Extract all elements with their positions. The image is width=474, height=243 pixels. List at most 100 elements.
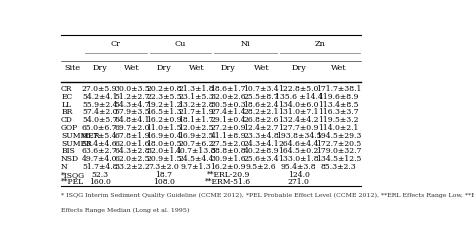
Text: 19.2±1.2: 19.2±1.2 xyxy=(146,101,182,109)
Text: 95.4±3.8: 95.4±3.8 xyxy=(281,163,317,171)
Text: 23.3±4.8: 23.3±4.8 xyxy=(244,132,279,140)
Text: 135.6 ±14.4: 135.6 ±14.4 xyxy=(275,93,323,101)
Text: 33.2±2.2: 33.2±2.2 xyxy=(114,163,150,171)
Text: 7.3±2.0: 7.3±2.0 xyxy=(148,163,179,171)
Text: 51.7±4.8: 51.7±4.8 xyxy=(82,163,118,171)
Text: 24.3±4.1: 24.3±4.1 xyxy=(244,139,279,148)
Text: LL: LL xyxy=(61,101,71,109)
Text: 16.2±0.9: 16.2±0.9 xyxy=(210,163,246,171)
Text: 62.0±2.5: 62.0±2.5 xyxy=(114,155,150,163)
Text: 12.4±2.7: 12.4±2.7 xyxy=(244,124,279,132)
Text: 193.8±34.5: 193.8±34.5 xyxy=(276,132,321,140)
Text: 133.0±1.8: 133.0±1.8 xyxy=(278,155,319,163)
Text: 64.3±2.8: 64.3±2.8 xyxy=(114,147,150,155)
Text: 30.9±1.6: 30.9±1.6 xyxy=(210,155,246,163)
Text: 54.3±4.7: 54.3±4.7 xyxy=(114,101,150,109)
Text: 30.0±3.5: 30.0±3.5 xyxy=(114,85,150,93)
Text: 27.4±1.4: 27.4±1.4 xyxy=(210,108,246,116)
Text: BR: BR xyxy=(61,108,73,116)
Text: N: N xyxy=(61,163,68,171)
Text: SUMMER: SUMMER xyxy=(61,132,100,140)
Text: 10.7±3.4: 10.7±3.4 xyxy=(244,85,279,93)
Text: 18.7: 18.7 xyxy=(155,171,173,179)
Text: *ISQG: *ISQG xyxy=(61,171,85,179)
Text: 27.2±0.9: 27.2±0.9 xyxy=(210,124,246,132)
Text: 55.9±2.4: 55.9±2.4 xyxy=(82,101,118,109)
Text: 38.8±0.8: 38.8±0.8 xyxy=(210,147,246,155)
Text: 63.6±2.7: 63.6±2.7 xyxy=(82,147,118,155)
Text: 21.7±1.9: 21.7±1.9 xyxy=(179,108,214,116)
Text: 53.4±4.6: 53.4±4.6 xyxy=(82,139,118,148)
Text: 54.2±4.1: 54.2±4.1 xyxy=(82,93,118,101)
Text: NSD: NSD xyxy=(61,155,79,163)
Text: 69.7±2.0: 69.7±2.0 xyxy=(114,124,150,132)
Text: CD: CD xyxy=(61,116,73,124)
Text: 67.8±1.9: 67.8±1.9 xyxy=(114,132,150,140)
Text: Dry: Dry xyxy=(292,63,306,71)
Text: 131.0±7.1: 131.0±7.1 xyxy=(279,108,319,116)
Text: EC: EC xyxy=(61,93,73,101)
Text: Wet: Wet xyxy=(331,63,346,71)
Text: * ISQG Interim Sediment Quality Guideline (CCME 2012), *PEL Probable Effect Leve: * ISQG Interim Sediment Quality Guidelin… xyxy=(61,193,474,198)
Text: Cr: Cr xyxy=(111,40,121,48)
Text: 18.6±1.7: 18.6±1.7 xyxy=(210,85,246,93)
Text: 127.7±0.9: 127.7±0.9 xyxy=(279,124,319,132)
Text: 16.9±0.4: 16.9±0.4 xyxy=(146,132,182,140)
Text: 25.6±3.4: 25.6±3.4 xyxy=(244,155,279,163)
Text: 40.7±13.8: 40.7±13.8 xyxy=(176,147,217,155)
Text: 264.6±4.4: 264.6±4.4 xyxy=(279,139,319,148)
Text: 108.0: 108.0 xyxy=(153,178,175,186)
Text: 18.1±1.7: 18.1±1.7 xyxy=(179,116,214,124)
Text: 64.8±4.1: 64.8±4.1 xyxy=(114,116,150,124)
Text: 30.5±0.3: 30.5±0.3 xyxy=(210,101,246,109)
Text: 23.1±5.3: 23.1±5.3 xyxy=(178,93,214,101)
Text: 57.9±3.5: 57.9±3.5 xyxy=(114,108,150,116)
Text: 160.0: 160.0 xyxy=(89,178,110,186)
Text: BIS: BIS xyxy=(61,147,75,155)
Text: 27.5±2.0: 27.5±2.0 xyxy=(210,139,246,148)
Text: 29.1±0.4: 29.1±0.4 xyxy=(210,116,246,124)
Text: 20.7±6.2: 20.7±6.2 xyxy=(179,139,214,148)
Text: CR: CR xyxy=(61,85,73,93)
Text: 49.7±4.0: 49.7±4.0 xyxy=(82,155,118,163)
Text: 12.0±2.5: 12.0±2.5 xyxy=(179,124,214,132)
Text: Dry: Dry xyxy=(156,63,171,71)
Text: **PEL: **PEL xyxy=(61,178,84,186)
Text: Cu: Cu xyxy=(175,40,186,48)
Text: 66.7±5.4: 66.7±5.4 xyxy=(82,132,118,140)
Text: 124.0: 124.0 xyxy=(288,171,310,179)
Text: 52.3: 52.3 xyxy=(91,171,108,179)
Text: 24.5±4.4: 24.5±4.4 xyxy=(179,155,214,163)
Text: 171.7±38.1: 171.7±38.1 xyxy=(316,85,361,93)
Text: SUMER: SUMER xyxy=(61,139,92,148)
Text: 134.5±12.5: 134.5±12.5 xyxy=(316,155,361,163)
Text: 9.5±2.6: 9.5±2.6 xyxy=(246,163,277,171)
Text: 18.0±0.5: 18.0±0.5 xyxy=(146,139,182,148)
Text: 16.5±1.3: 16.5±1.3 xyxy=(146,108,182,116)
Text: Wet: Wet xyxy=(254,63,269,71)
Text: 132.4±4.2: 132.4±4.2 xyxy=(279,116,319,124)
Text: 32.0±2.6: 32.0±2.6 xyxy=(210,93,246,101)
Text: Dry: Dry xyxy=(92,63,107,71)
Text: Site: Site xyxy=(64,63,81,71)
Text: Zn: Zn xyxy=(315,40,326,48)
Text: Wet: Wet xyxy=(189,63,204,71)
Text: 22.3±5.5: 22.3±5.5 xyxy=(146,93,182,101)
Text: 21.3±1.8: 21.3±1.8 xyxy=(178,85,214,93)
Text: 25.5±8.7: 25.5±8.7 xyxy=(244,93,279,101)
Text: Wet: Wet xyxy=(124,63,140,71)
Text: 271.0: 271.0 xyxy=(288,178,310,186)
Text: 194.5±29.3: 194.5±29.3 xyxy=(316,132,361,140)
Text: 119.6±8.9: 119.6±8.9 xyxy=(318,93,359,101)
Text: 164.5±0.2: 164.5±0.2 xyxy=(279,147,319,155)
Text: Dry: Dry xyxy=(221,63,236,71)
Text: 28.2±2.1: 28.2±2.1 xyxy=(244,108,279,116)
Text: 172.7±20.5: 172.7±20.5 xyxy=(316,139,361,148)
Text: 62.0±1.6: 62.0±1.6 xyxy=(114,139,150,148)
Text: 179.0±32.7: 179.0±32.7 xyxy=(316,147,361,155)
Text: 134.0±6.0: 134.0±6.0 xyxy=(279,101,319,109)
Text: Ni: Ni xyxy=(241,40,250,48)
Text: 32.0±1.1: 32.0±1.1 xyxy=(146,147,182,155)
Text: GOP: GOP xyxy=(61,124,78,132)
Text: 11.0±1.5: 11.0±1.5 xyxy=(146,124,182,132)
